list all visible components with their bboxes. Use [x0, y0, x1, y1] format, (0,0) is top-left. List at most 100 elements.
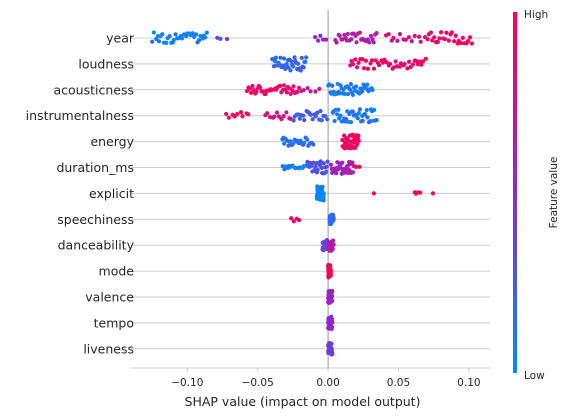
point-valence	[329, 294, 335, 299]
colorbar-gradient	[513, 12, 517, 373]
point-year	[196, 38, 202, 43]
point-loudness	[284, 62, 289, 67]
point-year	[449, 30, 454, 35]
point-instrumentalness	[226, 115, 231, 120]
point-liveness	[330, 352, 335, 357]
point-instrumentalness	[355, 116, 360, 121]
point-year	[156, 39, 162, 44]
feature-label-speechiness: speechiness	[57, 212, 134, 227]
point-year	[151, 30, 156, 35]
point-acousticness	[313, 89, 318, 94]
point-year	[412, 33, 417, 38]
point-year	[467, 35, 473, 40]
point-loudness	[419, 62, 424, 67]
point-mode	[328, 263, 333, 268]
x-axis-title: SHAP value (impact on model output)	[185, 394, 421, 409]
feature-label-tempo: tempo	[94, 315, 134, 330]
colorbar-high-label: High	[524, 9, 548, 21]
point-loudness	[393, 59, 398, 64]
point-year	[190, 31, 195, 36]
point-loudness	[273, 59, 278, 64]
point-duration_ms	[353, 164, 359, 169]
point-instrumentalness	[350, 109, 355, 114]
point-loudness	[423, 56, 428, 61]
point-loudness	[397, 64, 402, 69]
point-year	[334, 40, 339, 45]
point-acousticness	[337, 91, 342, 96]
point-instrumentalness	[374, 118, 379, 123]
point-loudness	[301, 65, 306, 70]
point-loudness	[402, 61, 407, 67]
point-loudness	[356, 60, 361, 65]
point-instrumentalness	[246, 112, 251, 117]
point-energy	[302, 140, 307, 145]
point-year	[323, 37, 329, 42]
point-energy	[305, 137, 310, 142]
point-danceability	[331, 242, 336, 247]
point-duration_ms	[350, 160, 355, 165]
point-mode	[328, 268, 333, 273]
point-instrumentalness	[335, 112, 340, 117]
point-speechiness	[289, 216, 294, 221]
feature-label-acousticness: acousticness	[54, 82, 135, 97]
point-instrumentalness	[336, 107, 341, 112]
point-year	[432, 35, 437, 40]
point-acousticness	[250, 83, 255, 89]
point-year	[337, 33, 342, 38]
point-year	[349, 37, 354, 42]
point-year	[437, 36, 442, 41]
point-instrumentalness	[297, 116, 302, 121]
point-loudness	[278, 55, 283, 60]
feature-label-duration_ms: duration_ms	[56, 160, 134, 175]
point-loudness	[365, 66, 371, 71]
point-acousticness	[263, 91, 268, 97]
point-acousticness	[308, 89, 313, 94]
point-year	[430, 38, 435, 43]
point-instrumentalness	[235, 111, 240, 117]
point-acousticness	[295, 89, 300, 94]
point-duration_ms	[319, 165, 324, 170]
point-acousticness	[346, 91, 351, 97]
point-loudness	[291, 64, 296, 69]
point-acousticness	[348, 81, 353, 87]
point-loudness	[303, 59, 308, 64]
point-instrumentalness	[310, 117, 315, 122]
point-year	[164, 40, 169, 45]
point-year	[417, 34, 422, 39]
point-energy	[290, 141, 296, 147]
point-explicit	[430, 191, 436, 196]
point-loudness	[363, 58, 369, 63]
point-loudness	[406, 59, 412, 64]
point-year	[370, 37, 375, 42]
point-duration_ms	[324, 164, 329, 169]
point-danceability	[331, 238, 336, 243]
point-year	[354, 40, 359, 45]
point-duration_ms	[315, 167, 320, 172]
point-instrumentalness	[279, 116, 284, 122]
point-danceability	[330, 246, 335, 252]
point-year	[218, 36, 223, 41]
point-year	[204, 30, 209, 35]
point-year	[428, 30, 434, 35]
point-acousticness	[248, 90, 254, 95]
point-explicit	[321, 191, 326, 196]
point-year	[203, 35, 208, 40]
point-instrumentalness	[224, 111, 229, 117]
point-loudness	[410, 62, 416, 67]
point-instrumentalness	[308, 112, 313, 117]
point-tempo	[329, 325, 335, 330]
point-instrumentalness	[291, 118, 296, 123]
point-loudness	[273, 55, 278, 60]
point-instrumentalness	[265, 111, 270, 116]
shap-points	[150, 30, 475, 357]
point-acousticness	[281, 83, 287, 88]
x-tick-label: 0.05	[387, 377, 410, 389]
point-acousticness	[359, 89, 365, 94]
point-year	[193, 32, 199, 37]
point-duration_ms	[280, 164, 285, 169]
point-acousticness	[353, 84, 359, 89]
point-year	[150, 39, 155, 44]
point-year	[318, 33, 323, 38]
point-loudness	[388, 61, 393, 67]
point-year	[418, 39, 423, 44]
